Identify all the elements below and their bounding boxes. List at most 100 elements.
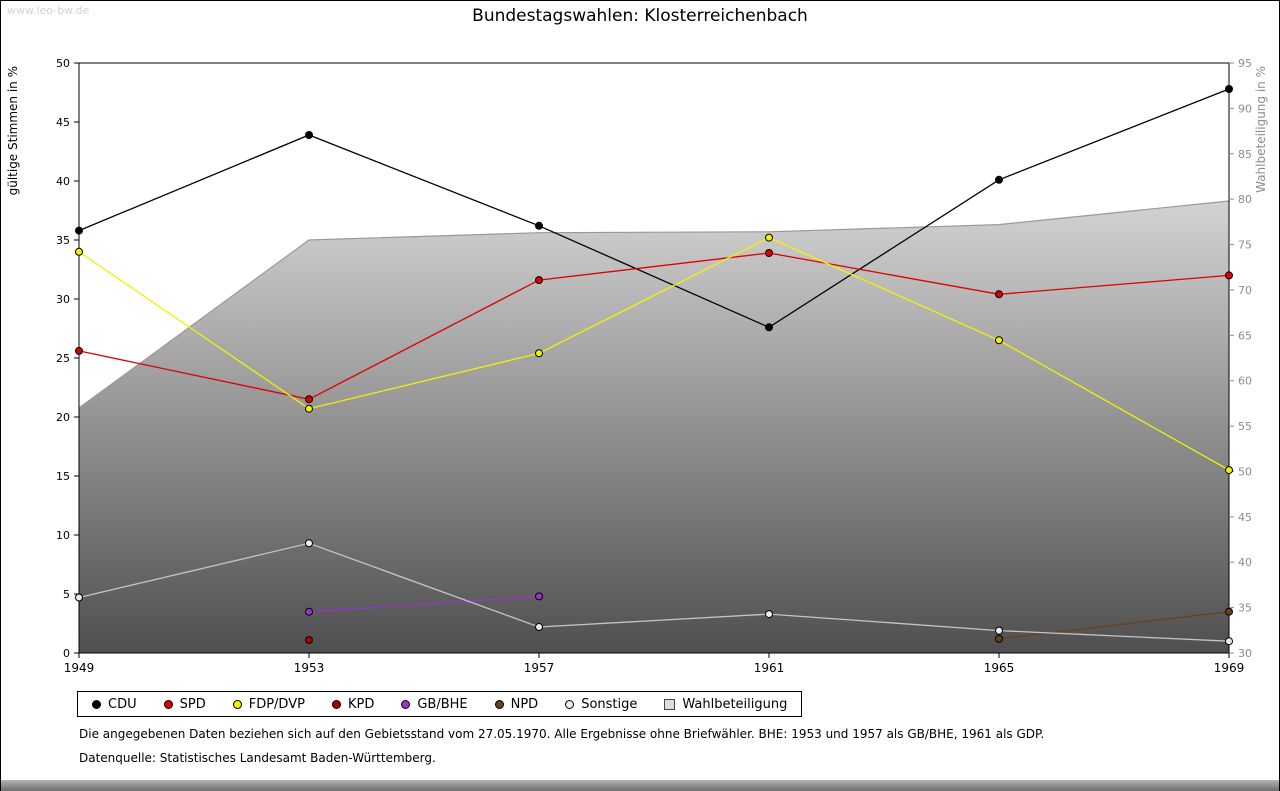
data-point-fdp-dvp (535, 349, 543, 358)
election-chart: 0 5 10 15 20 25 30 35 40 45 50 30 35 40 45 50 55 60 65 70 75… (6, 57, 1268, 675)
data-point-spd (1225, 271, 1233, 280)
right-tick-label: 30 (1238, 647, 1252, 660)
legend-item-fdp-dvp: FDP/DVP (232, 696, 305, 712)
legend-label-kpd: KPD (347, 696, 375, 712)
data-point-npd (995, 634, 1003, 643)
series-line-sonstige (78, 542, 1230, 642)
right-tick-label: 35 (1238, 602, 1252, 615)
data-point-cdu (1225, 85, 1233, 93)
legend-item-spd: SPD (163, 696, 206, 712)
data-point-spd (535, 276, 543, 285)
legend-label-gb-bhe: GB/BHE (417, 696, 468, 712)
year-tick-label: 1957 (524, 661, 555, 675)
left-tick-label: 20 (56, 411, 70, 424)
data-point-fdp-dvp (1225, 466, 1233, 475)
right-tick-label: 75 (1238, 239, 1252, 252)
legend-marker-cdu (92, 699, 101, 709)
turnout-area (79, 201, 1229, 653)
left-tick-label: 25 (56, 352, 70, 365)
year-tick-label: 1949 (64, 661, 95, 675)
turnout-area-group (78, 200, 1230, 653)
data-point-sonstige (305, 539, 313, 548)
legend-item-gb-bhe: GB/BHE (401, 696, 468, 712)
footnote-datenquelle: Datenquelle: Statistisches Landesamt Bad… (79, 751, 436, 765)
footnotes: Die angegebenen Daten beziehen sich auf … (79, 727, 1044, 775)
year-tick-label: 1965 (984, 661, 1015, 675)
data-point-fdp-dvp (75, 247, 83, 256)
left-tick-label: 45 (56, 116, 70, 129)
left-axis: 0 5 10 15 20 25 30 35 40 45 50 (56, 57, 79, 660)
legend-marker-gb-bhe (401, 699, 411, 709)
legend-marker-npd (494, 699, 504, 709)
legend-item-cdu: CDU (92, 697, 137, 712)
footnote-gebietsstand: Die angegebenen Daten beziehen sich auf … (79, 727, 1045, 741)
series-line-spd (78, 252, 1230, 400)
chart-title: Bundestagswahlen: Klosterreichenbach (472, 6, 808, 26)
legend-label-spd: SPD (179, 696, 206, 712)
legend-marker-wahlbeteiligung (664, 698, 676, 710)
left-tick-label: 0 (63, 647, 70, 660)
bottom-bar (1, 780, 1279, 791)
legend-marker-spd (163, 699, 173, 709)
legend-item-wahlbeteiligung: Wahlbeteiligung (664, 697, 787, 712)
data-point-spd (305, 395, 313, 404)
right-tick-label: 45 (1238, 511, 1252, 524)
data-point-cdu (995, 175, 1003, 184)
data-point-sonstige (75, 593, 83, 602)
data-point-cdu (765, 323, 773, 332)
data-point-sonstige (765, 610, 773, 619)
year-tick-label: 1969 (1214, 661, 1245, 675)
legend-marker-fdp-dvp (232, 699, 242, 709)
data-point-cdu (75, 226, 83, 235)
data-point-sonstige (995, 626, 1003, 635)
legend-label-cdu: CDU (108, 696, 137, 712)
right-axis: 30 35 40 45 50 55 60 65 70 75 80 85 90 95 (1229, 57, 1252, 660)
right-tick-label: 90 (1238, 102, 1252, 115)
right-tick-label: 50 (1238, 465, 1252, 478)
turnout-edge-line (78, 200, 1230, 409)
right-tick-label: 70 (1238, 284, 1252, 297)
series-line-gb-bhe (308, 595, 540, 613)
data-point-cdu (305, 131, 313, 139)
left-tick-label: 40 (56, 175, 70, 188)
legend: CDU SPD FDP/DVP KPD GB/BHE NPD Sonstige Wahlbet… (77, 691, 803, 717)
data-point-sonstige (535, 623, 543, 631)
right-tick-label: 40 (1238, 556, 1252, 569)
data-point-fdp-dvp (995, 336, 1003, 345)
right-tick-label: 80 (1238, 193, 1252, 206)
left-axis-label: gültige Stimmen in % (6, 66, 20, 195)
x-axis: 1949 1953 1957 1961 1965 1969 (64, 653, 1245, 675)
legend-item-sonstige: Sonstige (565, 697, 637, 712)
data-point-gb-bhe (305, 607, 313, 616)
left-tick-label: 50 (56, 57, 70, 70)
data-point-gb-bhe (535, 592, 543, 601)
right-tick-label: 55 (1238, 420, 1252, 433)
left-tick-label: 35 (56, 234, 70, 247)
data-point-sonstige (1225, 637, 1233, 646)
series-line-cdu (78, 88, 1230, 329)
right-axis-label: Wahlbeteiligung in % (1254, 66, 1268, 193)
left-tick-label: 5 (63, 588, 70, 601)
right-tick-label: 95 (1238, 57, 1252, 70)
right-tick-label: 60 (1238, 375, 1252, 388)
series-line-npd (998, 611, 1230, 640)
data-point-fdp-dvp (305, 404, 313, 413)
legend-item-kpd: KPD (331, 696, 375, 712)
data-point-cdu (535, 221, 543, 230)
series-group (75, 85, 1233, 646)
legend-label-wahlbeteiligung: Wahlbeteiligung (682, 696, 788, 712)
year-tick-label: 1961 (754, 661, 785, 675)
data-point-fdp-dvp (765, 233, 773, 242)
data-point-spd (765, 249, 773, 257)
left-tick-label: 15 (56, 470, 70, 483)
legend-item-npd: NPD (494, 697, 538, 712)
watermark: www.leo-bw.de (7, 4, 90, 17)
legend-label-fdp-dvp: FDP/DVP (248, 696, 305, 712)
legend-marker-sonstige (565, 699, 575, 709)
right-tick-label: 85 (1238, 148, 1252, 161)
year-tick-label: 1953 (294, 661, 325, 675)
data-point-npd (1225, 607, 1233, 616)
data-point-spd (995, 290, 1003, 299)
data-point-spd (75, 346, 83, 355)
